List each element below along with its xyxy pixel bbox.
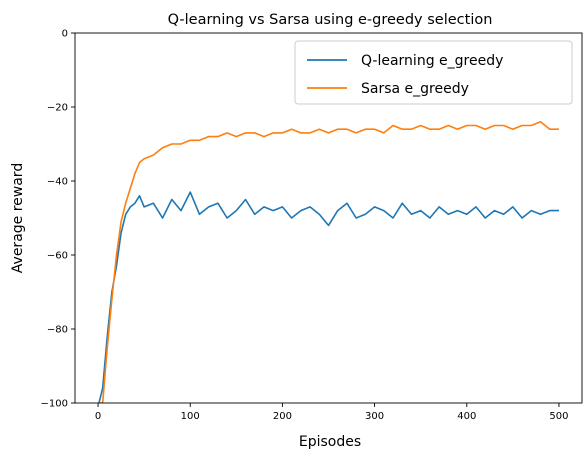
y-tick-label: −20 <box>47 103 68 114</box>
series-line-q-learning <box>98 191 559 403</box>
y-axis-label: Average reward <box>10 163 26 273</box>
plot-frame <box>74 32 583 404</box>
x-tick-label: 300 <box>365 411 384 422</box>
legend-label: Q-learning e_greedy <box>361 53 503 69</box>
legend: Q-learning e_greedy Sarsa e_greedy <box>294 40 573 105</box>
x-tick-label: 200 <box>273 411 292 422</box>
series-line-sarsa <box>98 121 559 403</box>
legend-label: Sarsa e_greedy <box>361 81 469 97</box>
x-tick-label: 500 <box>549 411 568 422</box>
x-tick-label: 400 <box>457 411 476 422</box>
y-tick-label: −80 <box>47 325 68 336</box>
y-tick-label: −100 <box>41 399 68 410</box>
x-axis-ticks: 0 100 200 300 400 500 <box>95 403 569 422</box>
plot-area <box>74 32 583 404</box>
y-axis-ticks: −100 −80 −60 −40 −20 0 <box>41 29 75 410</box>
legend-box <box>294 40 573 105</box>
y-tick-label: 0 <box>62 29 68 40</box>
x-tick-label: 100 <box>181 411 200 422</box>
x-axis-label: Episodes <box>299 434 361 450</box>
y-tick-label: −60 <box>47 251 68 262</box>
x-tick-label: 0 <box>95 411 101 422</box>
y-tick-label: −40 <box>47 177 68 188</box>
chart-title: Q-learning vs Sarsa using e-greedy selec… <box>168 12 493 28</box>
